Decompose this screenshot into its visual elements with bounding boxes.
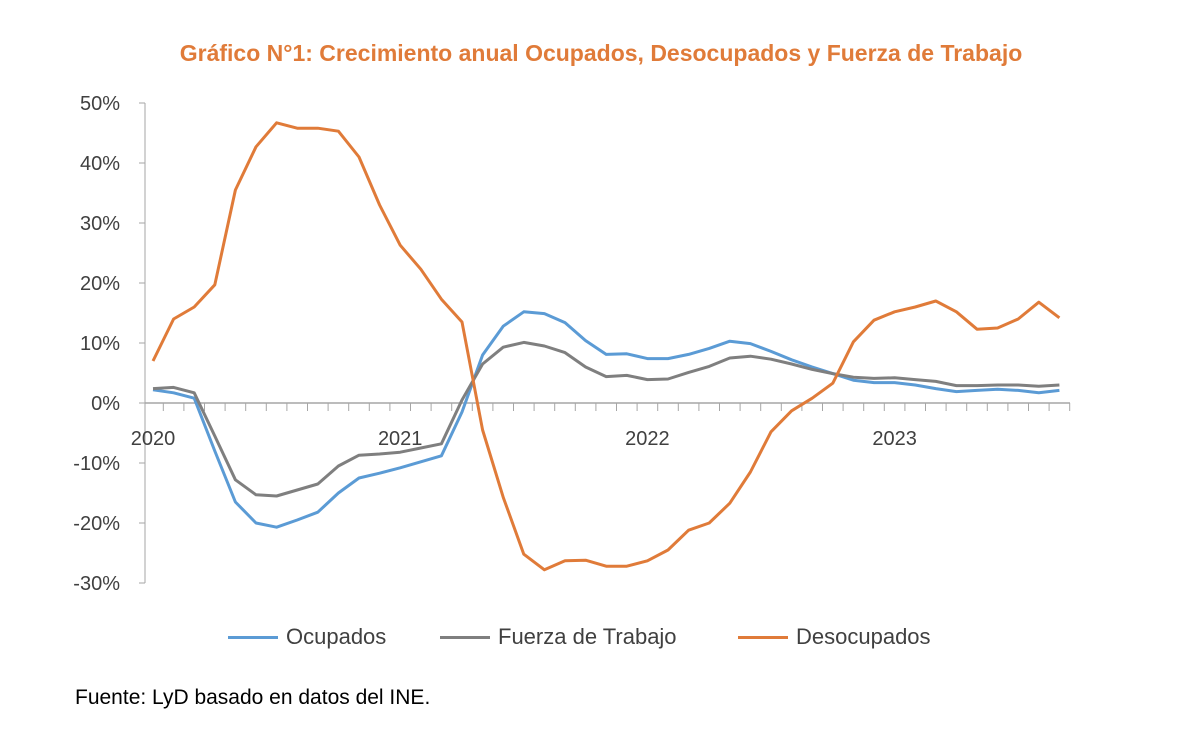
legend-label: Desocupados <box>796 624 931 649</box>
y-tick-label: 30% <box>80 213 120 235</box>
legend-label: Fuerza de Trabajo <box>498 624 677 649</box>
source-note: Fuente: LyD basado en datos del INE. <box>75 686 431 709</box>
legend-swatch <box>738 635 788 639</box>
chart-title: Gráfico N°1: Crecimiento anual Ocupados,… <box>179 40 1023 66</box>
series-line-ocupados <box>152 310 1060 529</box>
legend-item-fuerza-de-trabajo: Fuerza de Trabajo <box>440 624 677 650</box>
y-tick-label: -20% <box>73 513 120 535</box>
legend-swatch <box>440 635 490 639</box>
y-tick-label: 10% <box>80 333 120 355</box>
x-tick-label: 2021 <box>378 428 423 450</box>
y-tick-label: 0% <box>91 393 120 415</box>
legend-label: Ocupados <box>286 624 387 649</box>
y-tick-label: -10% <box>73 453 120 475</box>
series-line-fuerza-de-trabajo <box>152 340 1060 498</box>
y-tick-label: 50% <box>80 93 120 115</box>
line-chart: 50% 40% 30% 20% 10% 0% -10% -20% -30% 2020 2021 202… <box>73 93 1071 595</box>
y-tick-label: 20% <box>80 273 120 295</box>
legend-swatch <box>228 635 278 639</box>
y-tick-label: 40% <box>80 153 120 175</box>
x-tick-label: 2023 <box>872 428 917 450</box>
legend-item-ocupados: Ocupados <box>228 624 386 650</box>
legend-item-desocupados: Desocupados <box>738 624 931 650</box>
y-tick-label: -30% <box>73 573 120 595</box>
x-tick-label: 2022 <box>625 428 670 450</box>
x-tick-label: 2020 <box>131 428 176 450</box>
series-line-desocupados <box>151 121 1061 572</box>
